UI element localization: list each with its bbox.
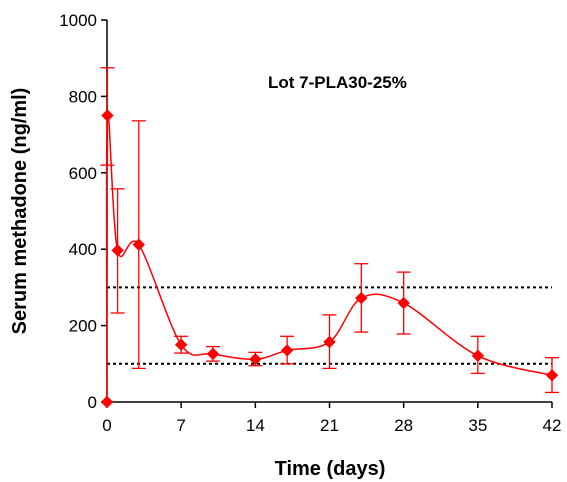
data-point [355,291,368,305]
x-tick-label: 21 [320,416,339,435]
data-point [101,109,114,122]
chart-annotation: Lot 7-PLA30-25% [268,73,407,92]
x-tick-label: 42 [543,416,562,435]
y-tick-label: 1000 [59,11,97,30]
data-point [132,238,145,251]
data-point [323,335,336,349]
data-point [545,369,559,382]
y-tick-label: 800 [69,87,97,106]
y-tick-label: 200 [69,317,97,336]
data-point [174,338,188,351]
data-point [471,349,485,362]
data-point [206,347,220,361]
x-tick-label: 0 [102,416,111,435]
x-tick-label: 28 [394,416,413,435]
data-point [111,244,124,257]
y-ticks: 0 200 400 600 800 1000 [59,11,107,412]
data-point [397,296,410,310]
data-markers [100,109,559,409]
data-point [249,353,262,366]
x-tick-label: 35 [468,416,487,435]
data-point [280,344,294,357]
y-tick-label: 0 [88,393,97,412]
x-tick-label: 14 [246,416,265,435]
data-point [100,395,114,409]
x-axis-title: Time (days) [275,458,386,480]
y-tick-label: 600 [69,164,97,183]
y-axis-title: Serum methadone (ng/ml) [9,88,31,335]
y-tick-label: 400 [69,240,97,259]
x-ticks: 0 7 14 21 28 35 42 [102,402,561,435]
x-tick-label: 7 [176,416,185,435]
